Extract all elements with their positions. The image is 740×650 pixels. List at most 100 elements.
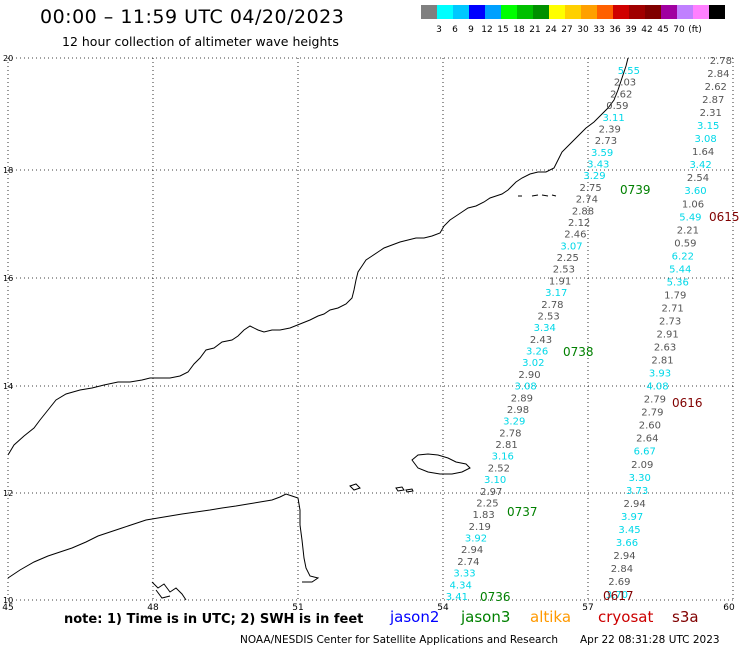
- wave-height-value: 2.39: [599, 124, 621, 135]
- scale-label: 12: [481, 25, 492, 35]
- wave-height-value: 1.64: [692, 147, 714, 158]
- wave-height-value: 3.08: [515, 382, 537, 393]
- wave-height-value: 3.42: [689, 160, 711, 171]
- wave-height-value: 3.07: [560, 241, 582, 252]
- scale-label: 9: [468, 25, 474, 35]
- scale-swatch: [581, 5, 597, 19]
- wave-height-value: 2.84: [707, 69, 729, 80]
- x-tick-label: 60: [723, 603, 735, 610]
- timestamp-text: Apr 22 08:31:28 UTC 2023: [580, 634, 720, 646]
- wave-height-value: 2.54: [687, 173, 709, 184]
- scale-swatch: [565, 5, 581, 19]
- wave-height-value: 2.78: [710, 56, 732, 67]
- wave-height-value: 2.60: [639, 421, 661, 432]
- scale-swatch: [693, 5, 709, 19]
- wave-height-value: 2.09: [631, 460, 653, 471]
- scale-swatch: [453, 5, 469, 19]
- wave-height-value: 4.08: [646, 382, 668, 393]
- scale-label: 27: [561, 25, 572, 35]
- scale-swatch: [613, 5, 629, 19]
- scale-label: 42: [641, 25, 652, 35]
- wave-height-value: 3.08: [695, 134, 717, 145]
- y-tick-label: 14: [3, 382, 13, 391]
- credit-text: NOAA/NESDIS Center for Satellite Applica…: [240, 634, 558, 646]
- legend-altika: altika: [530, 608, 572, 626]
- wave-height-value: 2.98: [507, 405, 529, 416]
- footer-note: note: 1) Time is in UTC; 2) SWH is in fe…: [64, 612, 364, 627]
- wave-height-map: 5.552.032.620.593.112.392.733.593.433.29…: [2, 54, 740, 610]
- wave-height-value: 2.73: [595, 136, 617, 147]
- color-scale-legend: 3 6 9 12 15 18 21 24 27 30 33 36 39 42 45 70 (ft): [421, 5, 725, 35]
- wave-height-value: 5.49: [679, 212, 701, 223]
- somalia-coast: [7, 493, 320, 583]
- wave-height-value: 2.78: [541, 300, 563, 311]
- y-tick-label: 16: [3, 274, 13, 283]
- x-tick-label: 57: [582, 603, 593, 610]
- coast-detail: [151, 581, 187, 601]
- wave-height-value: 3.45: [618, 525, 640, 536]
- track-time-label: 0617: [603, 589, 634, 603]
- scale-swatch: [549, 5, 565, 19]
- wave-height-value: 2.90: [518, 370, 540, 381]
- wave-height-value: 3.59: [591, 148, 613, 159]
- y-tick-label: 20: [3, 54, 13, 63]
- small-island-3: [405, 488, 414, 493]
- wave-height-value: 2.12: [568, 218, 590, 229]
- scale-label: 39: [625, 25, 637, 35]
- wave-height-value: 3.34: [534, 323, 556, 334]
- wave-height-value: 2.94: [461, 545, 483, 556]
- wave-height-value: 2.74: [576, 195, 598, 206]
- arabian-peninsula-coast: [7, 57, 629, 456]
- wave-height-value: 2.21: [677, 225, 699, 236]
- wave-height-value: 2.25: [557, 253, 579, 264]
- small-island-1: [349, 483, 361, 491]
- scale-swatch: [661, 5, 677, 19]
- wave-height-value: 3.41: [446, 592, 468, 603]
- wave-height-value: 3.73: [626, 486, 648, 497]
- wave-height-value: 3.29: [503, 417, 525, 428]
- track-time-label: 0616: [672, 396, 703, 410]
- scale-label: 36: [609, 25, 621, 35]
- scale-swatch: [597, 5, 613, 19]
- scale-swatch: [677, 5, 693, 19]
- chart-title: 00:00 – 11:59 UTC 04/20/2023: [40, 6, 345, 28]
- wave-height-value: 2.74: [457, 557, 479, 568]
- wave-height-value: 2.52: [488, 463, 510, 474]
- wave-height-value: 3.97: [621, 512, 643, 523]
- scale-label: 21: [529, 25, 540, 35]
- wave-height-value: 2.97: [480, 487, 502, 498]
- wave-height-value: 6.22: [672, 251, 694, 262]
- x-tick-label: 54: [437, 603, 449, 610]
- y-tick-label: 18: [3, 166, 13, 175]
- scale-swatch: [501, 5, 517, 19]
- wave-height-value: 3.02: [522, 358, 544, 369]
- wave-height-value: 2.73: [659, 316, 681, 327]
- track-time-label: 0615: [709, 210, 740, 224]
- track-time-label: 0738: [563, 345, 594, 359]
- scale-label: 15: [497, 25, 508, 35]
- wave-height-value: 1.83: [472, 510, 494, 521]
- wave-height-value: 3.26: [526, 347, 548, 358]
- wave-height-value: 2.81: [651, 356, 673, 367]
- wave-height-value: 2.75: [580, 183, 602, 194]
- scale-swatch: [437, 5, 453, 19]
- wave-height-value: 5.55: [618, 66, 640, 77]
- scale-label: 6: [452, 25, 458, 35]
- scale-label: 3: [436, 25, 442, 35]
- wave-height-value: 2.78: [499, 428, 521, 439]
- track-time-labels: 0739 0738 0737 0736 0615 0616 0617: [480, 183, 740, 604]
- wave-height-value: 1.79: [664, 290, 686, 301]
- y-tick-label: 12: [3, 489, 13, 498]
- wave-height-value: 3.33: [453, 569, 475, 580]
- scale-label: 33: [593, 25, 604, 35]
- track-b-labels: 2.78 2.84 2.62 2.87 2.31 3.15 3.08 1.64 3.42 2.54…: [606, 56, 732, 601]
- wave-height-value: 3.60: [684, 186, 706, 197]
- legend-jason2: jason2: [390, 608, 440, 626]
- small-island-2: [395, 486, 405, 492]
- wave-height-value: 2.19: [469, 522, 491, 533]
- scale-label: 24: [545, 25, 557, 35]
- wave-height-value: 3.29: [583, 171, 605, 182]
- wave-height-value: 2.64: [636, 434, 658, 445]
- wave-height-value: 3.10: [484, 475, 506, 486]
- scale-swatch: [629, 5, 645, 19]
